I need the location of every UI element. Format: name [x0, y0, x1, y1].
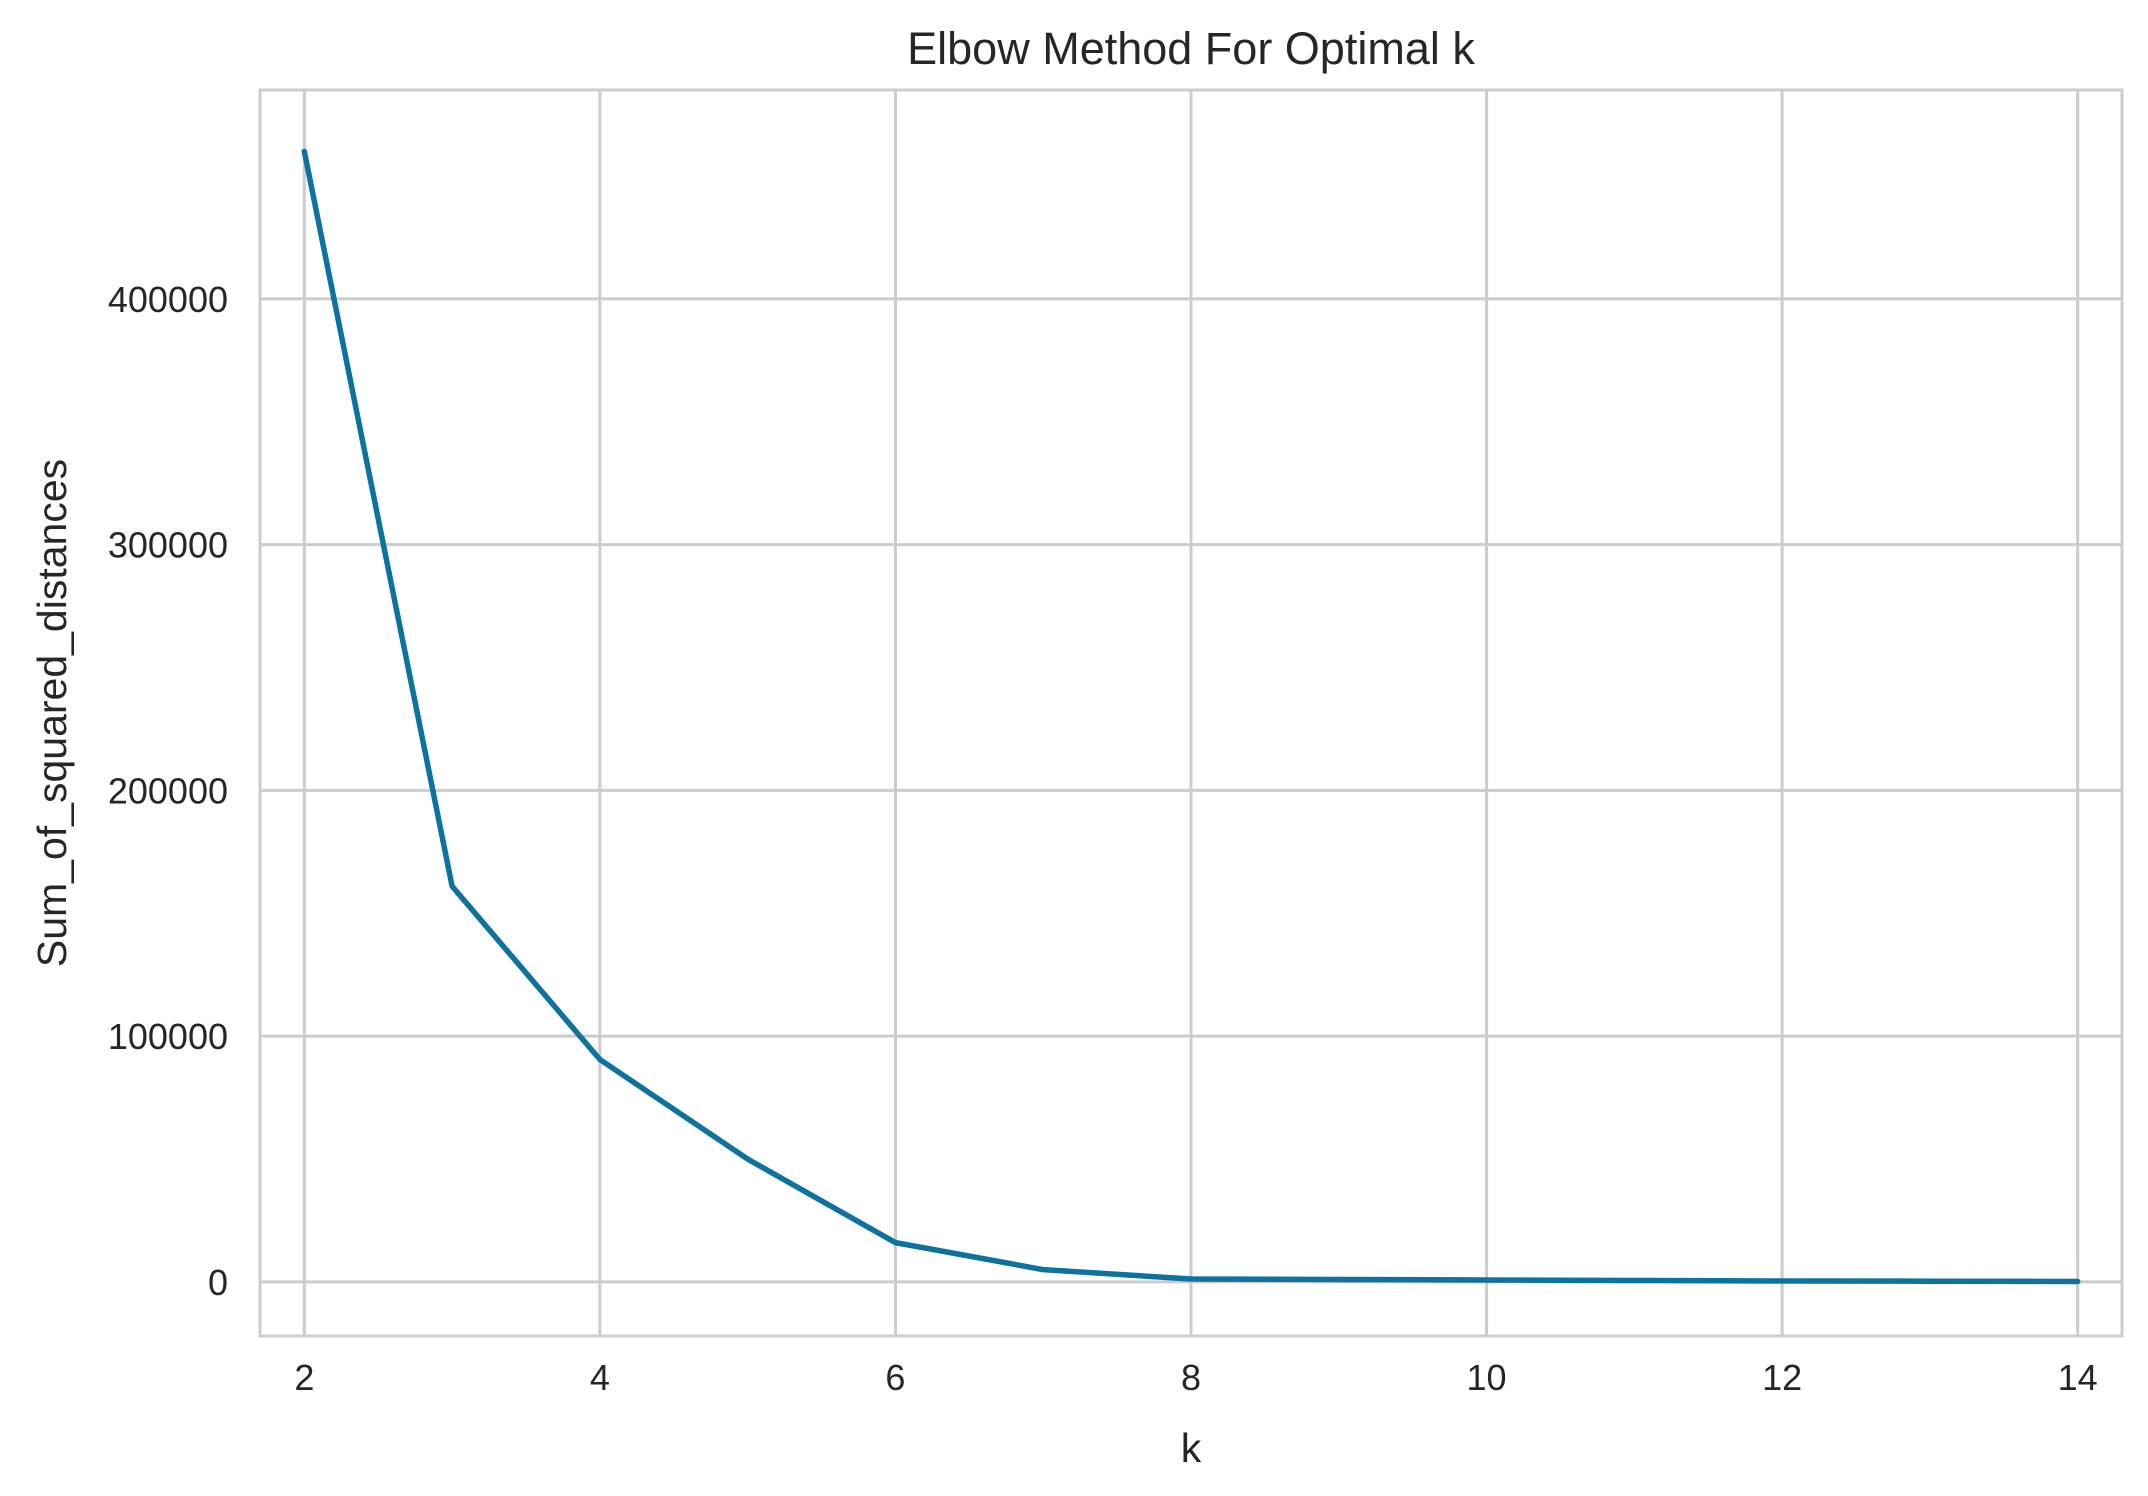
y-tick-label: 0: [208, 1262, 228, 1303]
data-point: [449, 883, 455, 889]
data-point: [1631, 1277, 1637, 1283]
x-tick-label: 6: [885, 1357, 905, 1398]
data-point: [1336, 1276, 1342, 1282]
data-point: [597, 1057, 603, 1063]
x-tick-label: 12: [1762, 1357, 1802, 1398]
x-tick-label: 2: [294, 1357, 314, 1398]
x-axis-label: k: [1181, 1425, 1202, 1471]
y-tick-label: 300000: [108, 525, 228, 566]
grid: [260, 90, 2122, 1336]
chart-title: Elbow Method For Optimal k: [907, 23, 1475, 74]
data-point: [2075, 1278, 2081, 1284]
y-tick-label: 400000: [108, 279, 228, 320]
data-point: [745, 1156, 751, 1162]
x-tick-label: 14: [2058, 1357, 2098, 1398]
plot-frame: [258, 88, 2124, 1338]
y-axis-label: Sum_of_squared_distances: [29, 459, 75, 967]
y-tick-label: 200000: [108, 770, 228, 811]
data-point: [1927, 1278, 1933, 1284]
data-point: [1779, 1278, 1785, 1284]
data-point: [892, 1240, 898, 1246]
x-tick-label: 10: [1467, 1357, 1507, 1398]
series-lines: [301, 148, 2081, 1285]
data-point: [1040, 1267, 1046, 1273]
tick-labels: 2 4 6 8 10 12 14 0 100000 200000 300000 400000: [108, 279, 2098, 1398]
y-tick-label: 100000: [108, 1016, 228, 1057]
data-point: [1484, 1277, 1490, 1283]
x-tick-label: 8: [1181, 1357, 1201, 1398]
data-point: [1188, 1276, 1194, 1282]
data-point: [301, 148, 307, 154]
x-tick-label: 4: [590, 1357, 610, 1398]
